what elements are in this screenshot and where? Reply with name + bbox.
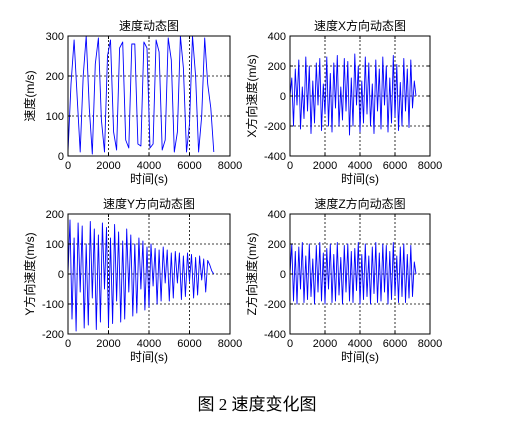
chart-0-x-axis-label: 时间(s) (130, 172, 168, 186)
chart-2-y-tick-label: 100 (46, 239, 64, 251)
chart-1-y-tick-label: 0 (280, 91, 286, 103)
chart-0-series-line-0 (67, 35, 215, 155)
chart-0-y-tick-label: 100 (46, 111, 64, 123)
chart-0-x-tick-label: 4000 (137, 160, 161, 172)
chart-2-y-tick-label: -100 (42, 299, 64, 311)
chart-3-title: 速度Z方向动态图 (314, 196, 405, 211)
chart-2-x-tick-label: 4000 (137, 338, 161, 350)
plot-panel-x-speed: 0 2000 4000 6000 8000 -400 -200 0 200 400 速度X方向动态图… (244, 18, 442, 186)
chart-3-y-tick-label: -400 (264, 329, 286, 341)
chart-0-x-tick-label: 0 (65, 160, 71, 172)
chart-3-x-tick-label: 6000 (383, 338, 407, 350)
chart-1-y-tick-label: 200 (268, 61, 286, 73)
chart-2-x-tick-label: 6000 (177, 338, 201, 350)
chart-1-x-tick-label: 2000 (313, 160, 337, 172)
chart-2-y-tick-label: -200 (42, 329, 64, 341)
chart-0-x-tick-label: 8000 (218, 160, 242, 172)
chart-2-y-axis-label: Y方向速度(m/s) (22, 232, 37, 315)
chart-1-y-tick-label: -400 (264, 151, 286, 163)
chart-3-y-tick-label: 400 (268, 209, 286, 221)
plot-panel-y-speed: 0 2000 4000 6000 8000 -200 -100 0 100 200 速度Y方向动态图… (22, 196, 242, 364)
chart-0-x-tick-label: 6000 (177, 160, 201, 172)
chart-1-y-tick-label: -200 (264, 121, 286, 133)
chart-1-x-tick-label: 0 (287, 160, 293, 172)
chart-2-x-tick-label: 0 (65, 338, 71, 350)
chart-0-x-tick-label: 2000 (96, 160, 120, 172)
chart-1-y-tick-label: 400 (268, 31, 286, 43)
chart-3-y-axis-label: Z方向速度(m/s) (244, 233, 259, 316)
chart-3-series-line-0 (289, 242, 417, 305)
chart-1-series-line-0 (289, 53, 417, 136)
chart-3-y-tick-label: 0 (280, 269, 286, 281)
chart-2-y-tick-label: 0 (58, 269, 64, 281)
chart-0-y-tick-label: 300 (46, 31, 64, 43)
figure-caption: 图 2 速度变化图 (198, 395, 317, 414)
plot-panel-z-speed: 0 2000 4000 6000 8000 -400 -200 0 200 400 速度Z方向动态图… (244, 196, 442, 364)
chart-0-y-tick-label: 0 (58, 151, 64, 163)
chart-1-x-tick-label: 4000 (348, 160, 372, 172)
chart-3-x-tick-label: 8000 (418, 338, 442, 350)
chart-0-y-axis-label: 速度(m/s) (22, 70, 37, 121)
chart-1-y-axis-label: X方向速度(m/s) (244, 54, 259, 137)
chart-3-x-tick-label: 4000 (348, 338, 372, 350)
chart-0-title: 速度动态图 (119, 18, 179, 33)
chart-1-x-tick-label: 8000 (418, 160, 442, 172)
chart-3-x-axis-label: 时间(s) (341, 350, 379, 364)
chart-0-y-tick-label: 200 (46, 71, 64, 83)
chart-2-x-tick-label: 8000 (218, 338, 242, 350)
chart-3-y-tick-label: 200 (268, 239, 286, 251)
chart-3-x-tick-label: 0 (287, 338, 293, 350)
chart-3-x-tick-label: 2000 (313, 338, 337, 350)
chart-2-series-line-0 (67, 219, 215, 332)
chart-2-x-tick-label: 2000 (96, 338, 120, 350)
chart-2-x-axis-label: 时间(s) (130, 350, 168, 364)
chart-1-x-tick-label: 6000 (383, 160, 407, 172)
chart-1-x-axis-label: 时间(s) (341, 172, 379, 186)
chart-2-y-tick-label: 200 (46, 209, 64, 221)
chart-1-title: 速度X方向动态图 (314, 18, 406, 33)
chart-3-y-tick-label: -200 (264, 299, 286, 311)
chart-2-title: 速度Y方向动态图 (103, 196, 195, 211)
